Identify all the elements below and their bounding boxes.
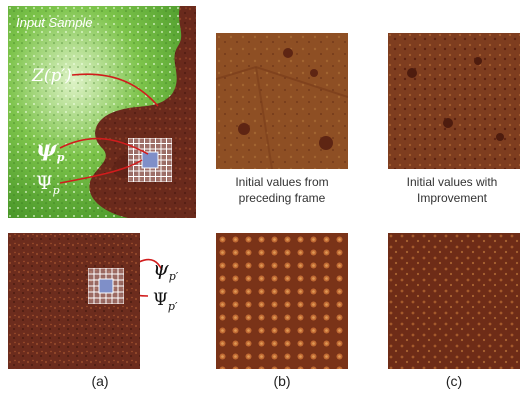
label-psi-p: ψp — [36, 136, 65, 164]
caption-c-description: Initial values with Improvement — [406, 175, 498, 205]
input-sample-panel: Input Sample — [8, 6, 196, 218]
initial-preceding-frame-image — [216, 33, 348, 169]
caption-b: (b) — [273, 373, 291, 389]
label-Psi-p-prime: Ψp′ — [153, 290, 178, 313]
patch-grid-bottom — [88, 268, 124, 304]
label-z-p-prime: Z(p′) — [32, 66, 72, 86]
result-b-image — [216, 233, 348, 369]
label-Psi-p: Ψp — [36, 172, 60, 197]
label-psi-p-prime: ψp′ — [153, 256, 179, 283]
caption-a: (a) — [91, 373, 109, 389]
result-c-image — [388, 233, 520, 369]
patch-grid-top — [128, 138, 172, 182]
input-sample-title: Input Sample — [16, 15, 93, 30]
caption-b-description: Initial values from preceding frame — [235, 175, 329, 205]
input-sample-image — [8, 6, 196, 218]
caption-c: (c) — [445, 373, 463, 389]
initial-improvement-image — [388, 33, 520, 169]
